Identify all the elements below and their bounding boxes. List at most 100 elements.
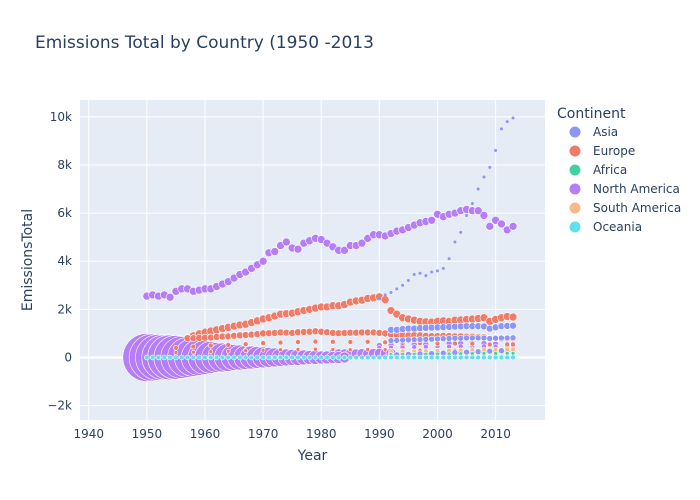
- data-point: [481, 354, 487, 361]
- data-point: [359, 354, 365, 361]
- legend: Continent Asia Europe Africa North America S…: [557, 106, 681, 234]
- data-point: [416, 336, 424, 343]
- data-point: [440, 354, 447, 361]
- data-point: [278, 347, 283, 353]
- data-point: [505, 120, 509, 124]
- data-point: [161, 354, 168, 361]
- data-point: [387, 337, 395, 344]
- x-tick-label: 1940: [73, 427, 104, 441]
- data-point: [207, 342, 214, 349]
- data-point: [377, 297, 381, 300]
- data-point: [504, 341, 511, 348]
- data-points: [122, 116, 518, 382]
- data-point: [479, 211, 489, 220]
- data-point: [231, 354, 237, 361]
- data-point: [312, 354, 319, 361]
- x-tick-label: 1960: [190, 427, 221, 441]
- y-axis-title: EmissionsTotal: [20, 209, 36, 311]
- data-point: [509, 321, 517, 330]
- data-point: [167, 354, 173, 361]
- data-point: [242, 341, 249, 348]
- data-point: [190, 354, 197, 361]
- data-point: [457, 334, 465, 342]
- data-point: [395, 287, 399, 291]
- data-point: [191, 349, 196, 355]
- data-point: [225, 348, 231, 354]
- data-point: [463, 348, 470, 356]
- data-point: [365, 347, 371, 352]
- legend-marker: [569, 202, 581, 214]
- x-tick-label: 1990: [364, 427, 395, 441]
- data-point: [353, 354, 359, 361]
- data-point: [486, 347, 494, 355]
- data-point: [459, 230, 463, 234]
- data-point: [258, 256, 268, 266]
- data-point: [295, 347, 301, 352]
- x-tick-label: 2000: [422, 427, 453, 441]
- data-point: [295, 339, 301, 345]
- data-point: [399, 336, 406, 344]
- legend-item-label: Africa: [593, 163, 627, 177]
- data-point: [417, 354, 423, 361]
- data-point: [243, 348, 248, 354]
- data-point: [219, 354, 226, 361]
- data-point: [470, 201, 474, 205]
- data-point: [277, 354, 284, 361]
- data-point: [476, 187, 480, 191]
- data-point: [341, 354, 348, 361]
- data-point: [225, 342, 232, 348]
- data-point: [190, 343, 197, 350]
- data-point: [270, 247, 280, 256]
- data-point: [499, 127, 503, 131]
- data-point: [423, 354, 429, 361]
- data-point: [155, 354, 162, 361]
- data-point: [453, 240, 457, 244]
- data-point: [202, 354, 208, 361]
- data-point: [347, 354, 354, 361]
- data-point: [405, 354, 412, 361]
- data-point: [393, 337, 401, 344]
- data-point: [412, 272, 416, 276]
- data-point: [428, 354, 435, 361]
- y-axis-ticks: −2k 0 2k 4k 6k 8k 10k: [47, 110, 72, 413]
- data-point: [465, 213, 469, 217]
- x-axis-ticks: 1940 1950 1960 1970 1980 1990 2000 2010: [73, 427, 510, 441]
- data-point: [451, 334, 459, 342]
- data-point: [165, 292, 175, 302]
- data-point: [486, 341, 493, 348]
- legend-title: Continent: [557, 106, 626, 122]
- data-point: [492, 354, 499, 361]
- data-point: [508, 312, 518, 322]
- data-point: [428, 335, 435, 343]
- data-point: [173, 354, 179, 361]
- data-point: [388, 354, 394, 361]
- data-point: [173, 350, 179, 355]
- data-point: [474, 348, 482, 355]
- data-point: [427, 216, 436, 225]
- y-tick-label: −2k: [47, 399, 72, 413]
- chart-title: Emissions Total by Country (1950 -2013: [35, 33, 374, 53]
- x-tick-label: 2010: [480, 427, 511, 441]
- data-point: [418, 271, 422, 275]
- data-point: [446, 354, 452, 361]
- data-point: [410, 336, 418, 343]
- y-tick-label: 10k: [50, 110, 72, 124]
- data-point: [498, 347, 505, 355]
- data-point: [149, 354, 156, 361]
- data-point: [439, 335, 447, 342]
- data-point: [364, 338, 371, 345]
- data-point: [469, 334, 476, 342]
- data-point: [196, 354, 202, 361]
- data-point: [266, 354, 272, 361]
- data-point: [340, 246, 349, 255]
- data-point: [208, 349, 214, 354]
- data-point: [295, 354, 301, 361]
- data-point: [144, 354, 150, 361]
- data-point: [441, 266, 445, 270]
- data-point: [509, 334, 517, 342]
- data-point: [306, 354, 313, 361]
- legend-item-label: South America: [593, 201, 681, 215]
- data-point: [207, 354, 214, 361]
- data-point: [312, 338, 319, 345]
